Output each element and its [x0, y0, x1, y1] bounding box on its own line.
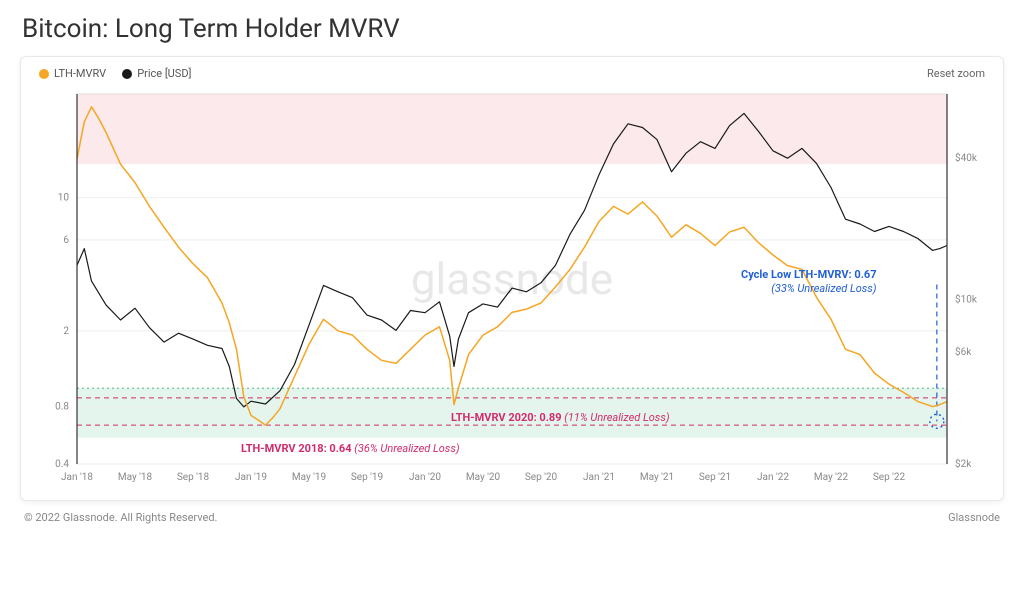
footer: © 2022 Glassnode. All Rights Reserved. G… — [24, 511, 1000, 524]
brand-text: Glassnode — [948, 511, 1000, 524]
svg-text:May '22: May '22 — [814, 472, 849, 483]
svg-text:May '20: May '20 — [466, 472, 501, 483]
svg-text:Jan '22: Jan '22 — [757, 472, 789, 483]
svg-text:glassnode: glassnode — [411, 253, 613, 305]
svg-text:$40k: $40k — [955, 151, 978, 164]
page-title: Bitcoin: Long Term Holder MVRV — [0, 0, 1024, 56]
legend-item-mvrv[interactable]: LTH-MVRV — [39, 67, 106, 80]
svg-text:$10k: $10k — [955, 293, 978, 306]
svg-text:Sep '20: Sep '20 — [525, 472, 558, 483]
svg-text:Sep '22: Sep '22 — [873, 472, 906, 483]
legend-label-price: Price [USD] — [137, 67, 191, 80]
svg-text:10: 10 — [58, 193, 70, 204]
svg-text:$2k: $2k — [955, 457, 972, 470]
legend-label-mvrv: LTH-MVRV — [54, 67, 106, 80]
reset-zoom-button[interactable]: Reset zoom — [927, 67, 985, 80]
svg-text:May '19: May '19 — [292, 472, 326, 483]
svg-text:2: 2 — [63, 326, 69, 337]
legend: LTH-MVRV Price [USD] — [39, 67, 191, 80]
svg-text:Jan '20: Jan '20 — [409, 472, 441, 483]
svg-text:Jan '19: Jan '19 — [235, 472, 267, 483]
svg-text:0.8: 0.8 — [55, 402, 69, 413]
svg-text:Sep '19: Sep '19 — [351, 472, 383, 483]
legend-swatch-price — [122, 69, 132, 79]
chart-svg: 0.4 0.8 2 6 10 $2k $6k $10k $40k Jan '18 May '18 Se… — [31, 86, 991, 496]
chart-header: LTH-MVRV Price [USD] Reset zoom — [31, 65, 993, 86]
legend-item-price[interactable]: Price [USD] — [122, 67, 191, 80]
svg-text:$6k: $6k — [955, 345, 972, 358]
svg-text:May '18: May '18 — [118, 472, 153, 483]
svg-text:Jan '18: Jan '18 — [61, 472, 93, 483]
svg-text:Jan '21: Jan '21 — [583, 472, 615, 483]
svg-text:0.4: 0.4 — [55, 459, 69, 470]
copyright-text: © 2022 Glassnode. All Rights Reserved. — [24, 511, 217, 524]
svg-text:6: 6 — [63, 235, 69, 246]
svg-text:May '21: May '21 — [640, 472, 674, 483]
svg-text:Sep '21: Sep '21 — [699, 472, 731, 483]
svg-text:Sep '18: Sep '18 — [177, 472, 210, 483]
chart-card: LTH-MVRV Price [USD] Reset zoom 0.4 0.8 2 6… — [20, 56, 1004, 501]
legend-swatch-mvrv — [39, 69, 49, 79]
chart-plot-area[interactable]: 0.4 0.8 2 6 10 $2k $6k $10k $40k Jan '18 May '18 Se… — [31, 86, 993, 496]
